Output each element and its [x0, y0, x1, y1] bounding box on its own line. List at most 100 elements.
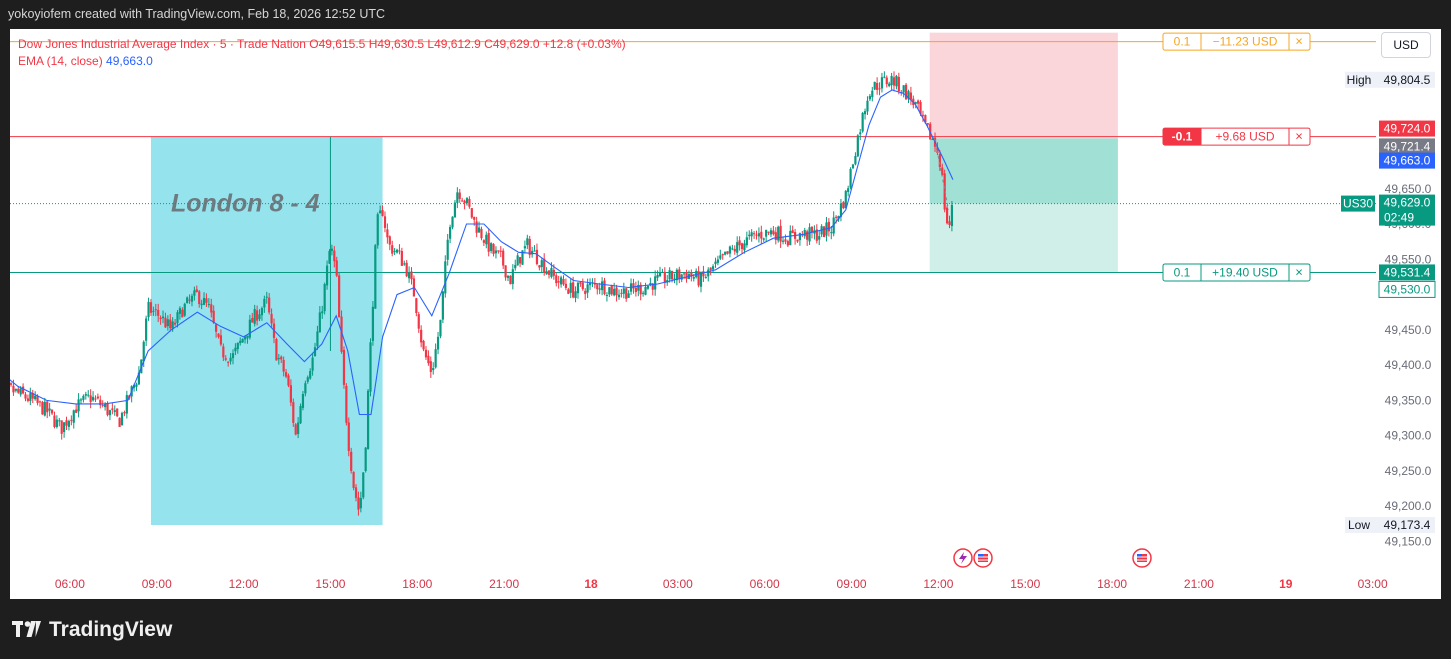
- candle-body: [352, 471, 355, 488]
- candle-body: [757, 233, 761, 237]
- candle-body: [552, 269, 555, 276]
- candle-body: [639, 284, 642, 295]
- position-pnl: −11.23 USD: [1213, 35, 1278, 49]
- candle-body: [784, 239, 787, 242]
- candle-body: [670, 270, 674, 280]
- candle-body: [888, 83, 891, 87]
- candle-body: [540, 260, 543, 268]
- attribution-text: yokoyiofem created with TradingView.com,…: [8, 7, 386, 21]
- earnings-event-icon[interactable]: [953, 548, 973, 568]
- candle-body: [842, 202, 845, 209]
- tradingview-logo-text: TradingView: [49, 618, 173, 641]
- candle-body: [765, 229, 768, 237]
- target-order-label[interactable]: 0.1 +19.40 USD ×: [1162, 263, 1311, 282]
- stop-order-label[interactable]: 0.1 −11.23 USD ×: [1162, 32, 1311, 51]
- time-axis-label: 21:00: [1184, 577, 1214, 591]
- legend-low: 49,612.9: [434, 37, 481, 51]
- candle-body: [518, 257, 522, 264]
- candle-body: [543, 258, 546, 273]
- us-economic-event-icon[interactable]: [973, 548, 993, 568]
- candle-body: [10, 383, 13, 385]
- candle-body: [740, 243, 744, 249]
- currency-button[interactable]: USD: [1381, 32, 1431, 58]
- us-economic-event-icon[interactable]: [1132, 548, 1152, 568]
- candle-body: [75, 409, 78, 413]
- legend-close-label: C: [484, 37, 493, 51]
- candle-body: [806, 231, 809, 240]
- candle-body: [487, 232, 490, 252]
- candle-body: [111, 408, 114, 410]
- candle-body: [772, 230, 775, 235]
- candle-body: [844, 190, 847, 209]
- candle-body: [118, 417, 121, 427]
- candle-body: [239, 340, 242, 344]
- candle-body: [470, 208, 473, 218]
- position-connector-line: [934, 138, 950, 210]
- candle-body: [91, 396, 95, 401]
- candle-body: [924, 115, 927, 123]
- candle-body: [253, 308, 256, 324]
- price-axis-label: 49,400.0: [1385, 358, 1432, 372]
- london-annotation-text[interactable]: London 8 - 4: [171, 190, 320, 218]
- close-icon[interactable]: ×: [1295, 129, 1303, 144]
- candle-body: [714, 261, 717, 265]
- candle-body: [504, 265, 507, 278]
- profit-zone-filled[interactable]: [929, 138, 1118, 204]
- time-axis-label: 15:00: [315, 577, 345, 591]
- candle-body: [354, 487, 358, 498]
- candle-body: [610, 285, 613, 295]
- candle-body: [72, 410, 75, 423]
- ema-line[interactable]: [10, 89, 954, 416]
- candle-body: [567, 289, 570, 294]
- london-session-box[interactable]: [150, 136, 383, 525]
- price-chart[interactable]: London 8 - 4 06:00 09:00 12:00 15:00 18:00 21…: [10, 29, 1441, 599]
- candle-body: [304, 383, 307, 394]
- legend-symbol[interactable]: Dow Jones Industrial Average Index · 5 ·…: [18, 37, 306, 51]
- candle-body: [137, 372, 140, 385]
- candle-body: [207, 303, 210, 305]
- candle-body: [789, 230, 792, 246]
- candle-body: [506, 275, 510, 278]
- take-profit-zone[interactable]: [929, 203, 1118, 273]
- candle-body: [492, 244, 495, 254]
- candle-body: [849, 168, 852, 188]
- price-axis-label: 49,650.0: [1385, 182, 1432, 196]
- candle-body: [533, 250, 536, 252]
- candle-body: [617, 294, 621, 298]
- candle-body: [736, 242, 739, 253]
- candle-body: [707, 269, 710, 277]
- close-icon[interactable]: ×: [1295, 34, 1303, 49]
- legend-ema-label[interactable]: EMA (14, close): [18, 54, 103, 68]
- candle-body: [839, 203, 843, 217]
- candle-body: [154, 309, 157, 311]
- high-value: 49,804.5: [1384, 73, 1431, 87]
- chart-panel[interactable]: London 8 - 4 06:00 09:00 12:00 15:00 18:00 21…: [10, 29, 1441, 599]
- candle-body: [494, 250, 498, 254]
- entry-order-label[interactable]: -0.1 +9.68 USD ×: [1162, 127, 1311, 146]
- close-icon[interactable]: ×: [1295, 264, 1303, 279]
- candle-body: [116, 408, 119, 417]
- candle-body: [514, 264, 517, 269]
- candle-body: [147, 301, 150, 318]
- candle-body: [642, 292, 645, 294]
- candle-body: [798, 233, 802, 241]
- low-value: 49,173.4: [1384, 518, 1431, 532]
- entry-price-badge: 49,724.0: [1379, 120, 1435, 137]
- candle-body: [634, 287, 637, 293]
- candle-body: [366, 390, 370, 449]
- candle-body: [941, 167, 944, 175]
- candle-body: [796, 239, 799, 242]
- candle-body: [67, 420, 71, 427]
- candle-body: [716, 259, 719, 263]
- stop-loss-zone[interactable]: [929, 32, 1118, 139]
- candle-body: [663, 271, 666, 283]
- tradingview-logo-icon: [12, 617, 42, 643]
- candle-body: [596, 284, 599, 290]
- tradingview-logo[interactable]: TradingView: [12, 617, 172, 643]
- candle-body: [827, 221, 830, 232]
- candle-body: [581, 282, 584, 290]
- candle-body: [931, 139, 934, 141]
- candle-body: [521, 250, 524, 265]
- price-badge-bg: [1379, 264, 1435, 281]
- legend-close: 49,629.0: [492, 37, 540, 51]
